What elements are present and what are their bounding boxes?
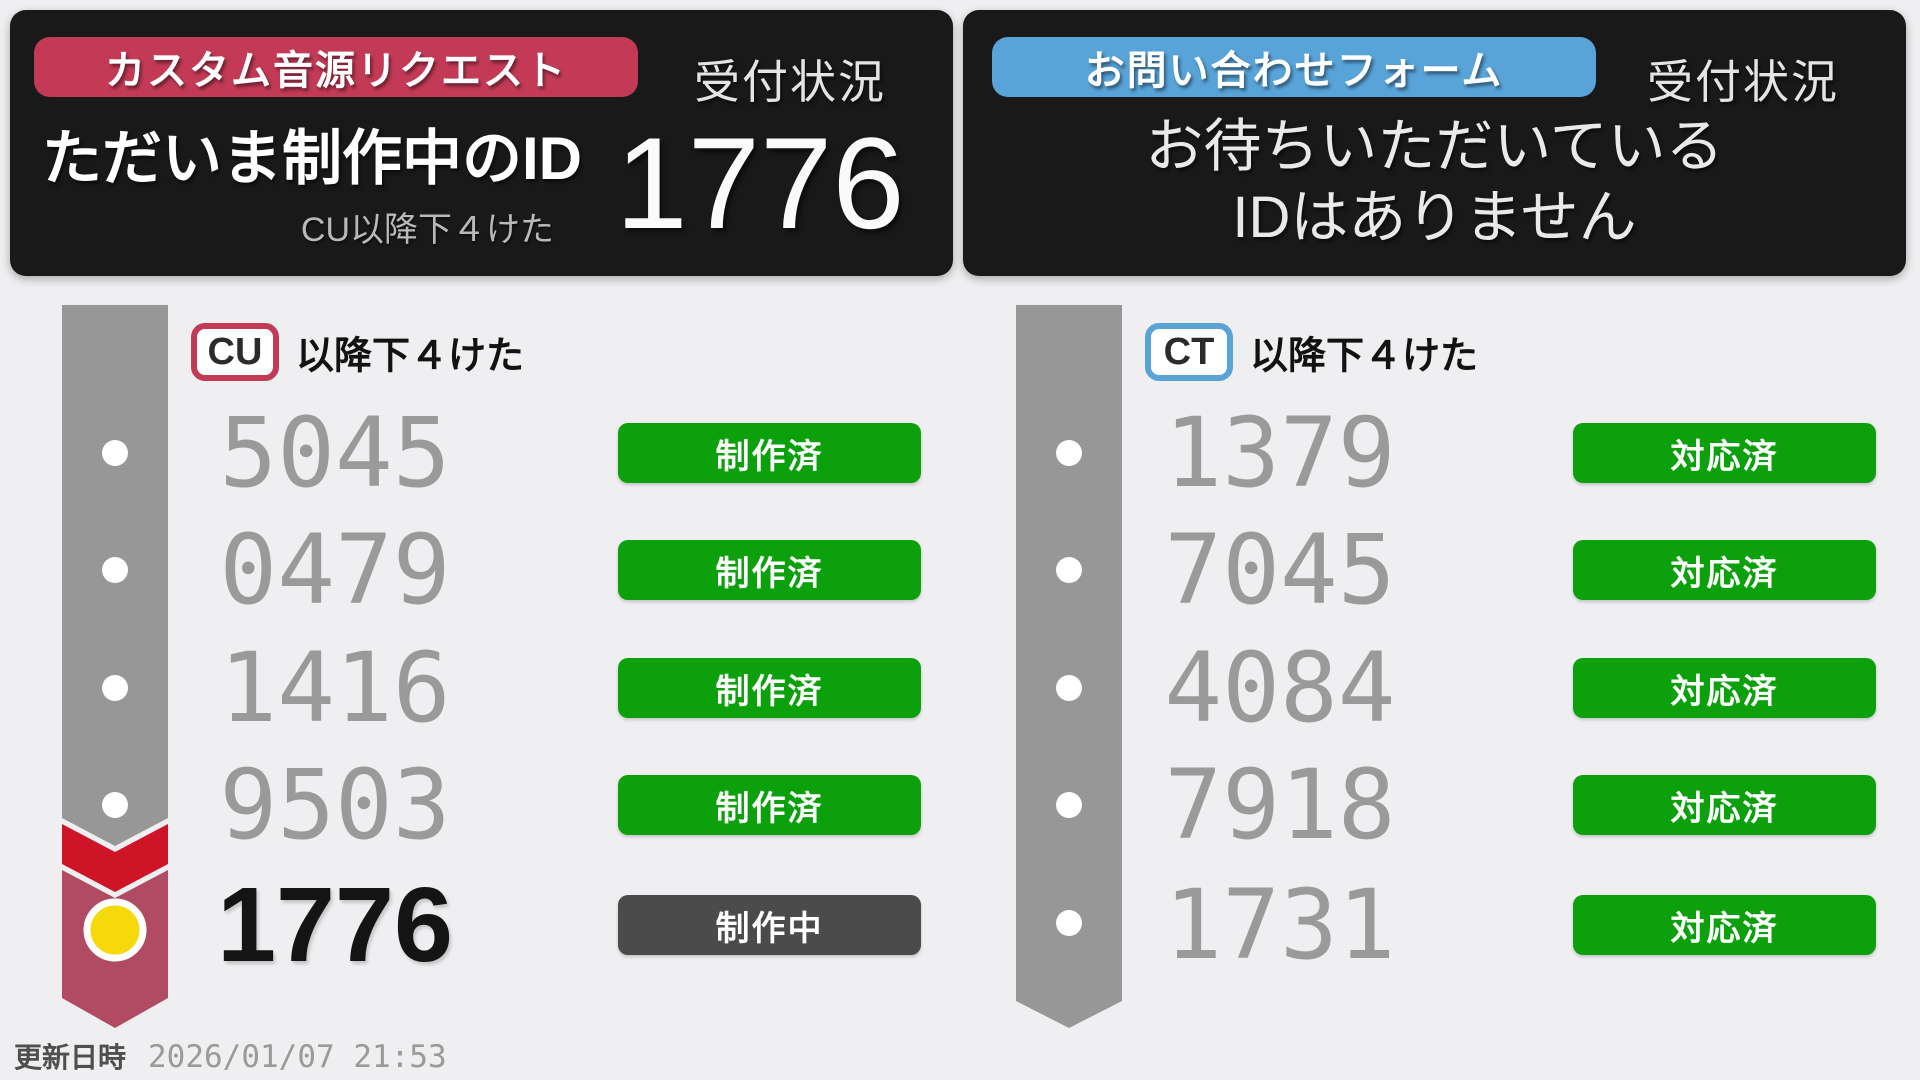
status-badge: 対応済	[1573, 775, 1876, 835]
update-time-label: 更新日時	[14, 1042, 127, 1073]
queue-id: 5045	[219, 397, 451, 509]
right-timeline-rail	[1016, 305, 1122, 1028]
queue-id: 9503	[219, 749, 451, 861]
update-time: 更新日時 2026/01/07 21:53	[14, 1036, 447, 1076]
status-badge: 制作済	[618, 540, 921, 600]
status-badge: 制作済	[618, 423, 921, 483]
prefix-badge-ct: CT	[1145, 323, 1233, 381]
rail-dot	[102, 557, 128, 583]
contact-form-panel: お問い合わせフォーム 受付状況 お待ちいただいている IDはありません	[963, 10, 1906, 276]
rail-dot	[102, 440, 128, 466]
rail-bar	[1016, 305, 1122, 1028]
reception-status-label-left: 受付状況	[694, 56, 886, 108]
rail-dot	[1056, 440, 1082, 466]
prefix-note-ct: 以降下４けた	[1250, 335, 1479, 378]
current-production-id: 1776	[615, 110, 905, 256]
rail-dot	[102, 792, 128, 818]
prefix-badge-cu: CU	[191, 323, 279, 381]
status-badge: 対応済	[1573, 895, 1876, 955]
status-badge: 制作済	[618, 658, 921, 718]
contact-form-ribbon: お問い合わせフォーム	[992, 37, 1596, 97]
update-time-value: 2026/01/07 21:53	[148, 1039, 447, 1075]
left-timeline-rail	[62, 305, 168, 1028]
rail-dot	[1056, 675, 1082, 701]
rail-dot	[102, 675, 128, 701]
queue-id: 0479	[219, 514, 451, 626]
queue-id: 4084	[1164, 632, 1396, 744]
queue-id: 1731	[1164, 869, 1396, 981]
current-marker-dot	[83, 898, 147, 962]
queue-id: 7045	[1164, 514, 1396, 626]
status-badge: 制作済	[618, 775, 921, 835]
status-badge: 対応済	[1573, 540, 1876, 600]
prefix-note-cu: 以降下４けた	[296, 335, 525, 378]
custom-request-ribbon: カスタム音源リクエスト	[34, 37, 638, 97]
rail-dot	[1056, 910, 1082, 936]
production-title: ただいま制作中のID	[42, 125, 582, 192]
queue-id: 1379	[1164, 397, 1396, 509]
reception-status-label-right: 受付状況	[1647, 56, 1839, 108]
queue-id-current: 1776	[217, 866, 453, 984]
waiting-message-line1: お待ちいただいている	[1145, 114, 1724, 179]
status-badge: 対応済	[1573, 658, 1876, 718]
rail-dot	[1056, 557, 1082, 583]
rail-chevron-icon	[62, 824, 168, 892]
queue-id: 7918	[1164, 749, 1396, 861]
queue-id: 1416	[219, 632, 451, 744]
production-subtitle: CU以降下４けた	[300, 211, 554, 249]
status-badge: 制作中	[618, 895, 921, 955]
waiting-message-line2: IDはありません	[1232, 184, 1637, 250]
waiting-message: お待ちいただいている IDはありません	[993, 112, 1876, 254]
status-badge: 対応済	[1573, 423, 1876, 483]
custom-request-panel: カスタム音源リクエスト 受付状況 ただいま制作中のID CU以降下４けた 177…	[10, 10, 953, 276]
rail-dot	[1056, 792, 1082, 818]
